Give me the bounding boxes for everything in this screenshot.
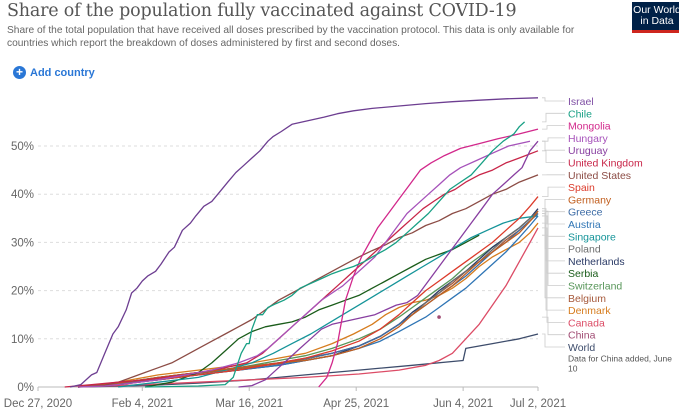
legend-item-world[interactable]: World bbox=[568, 342, 595, 354]
y-tick-label: 50% bbox=[11, 141, 34, 153]
series-line-world[interactable] bbox=[78, 333, 539, 388]
legend-item-israel[interactable]: Israel bbox=[568, 96, 594, 108]
legend-item-uruguay[interactable]: Uruguay bbox=[568, 145, 608, 157]
legend-item-mongolia[interactable]: Mongolia bbox=[568, 121, 611, 133]
series-line-israel[interactable] bbox=[69, 97, 539, 388]
series-line-canada[interactable] bbox=[78, 227, 539, 388]
legend-item-poland[interactable]: Poland bbox=[568, 244, 601, 256]
legend-connector bbox=[542, 316, 565, 336]
legend-connector bbox=[542, 222, 565, 311]
logo-line-1: Our World bbox=[633, 4, 679, 16]
chart-title: Share of the population fully vaccinated… bbox=[7, 1, 517, 21]
legend-item-switzerland[interactable]: Switzerland bbox=[568, 281, 622, 293]
series-line-mongolia[interactable] bbox=[318, 128, 539, 388]
x-tick-label: Dec 27, 2020 bbox=[4, 398, 72, 410]
y-tick-label: 40% bbox=[11, 189, 34, 201]
legend-item-canada[interactable]: Canada bbox=[568, 317, 605, 329]
legend-connector bbox=[542, 210, 565, 286]
plus-circle-icon: + bbox=[13, 66, 26, 79]
legend: IsraelChileMongoliaHungaryUruguayUnited … bbox=[542, 96, 672, 373]
x-tick-label: Feb 4, 2021 bbox=[112, 398, 173, 410]
legend-connector bbox=[542, 227, 565, 323]
owid-logo[interactable]: Our World in Data bbox=[632, 2, 679, 33]
x-tick-label: Jun 4, 2021 bbox=[433, 398, 493, 410]
legend-connector bbox=[542, 97, 565, 102]
x-tick-label: Mar 16, 2021 bbox=[215, 398, 283, 410]
legend-connector bbox=[542, 112, 565, 123]
legend-connector bbox=[542, 208, 565, 262]
y-tick-label: 30% bbox=[11, 237, 34, 249]
legend-connector bbox=[542, 213, 565, 299]
legend-item-hungary[interactable]: Hungary bbox=[568, 133, 608, 145]
x-tick-label: Jul 2, 2021 bbox=[510, 398, 566, 410]
legend-item-united-states[interactable]: United States bbox=[568, 170, 631, 182]
series-line-chile[interactable] bbox=[144, 121, 526, 388]
legend-connector bbox=[542, 333, 565, 348]
series-line-germany[interactable] bbox=[78, 210, 539, 388]
china-annotation-line-2: 10 bbox=[568, 363, 578, 373]
legend-item-china[interactable]: China bbox=[568, 330, 596, 342]
legend-item-chile[interactable]: Chile bbox=[568, 108, 592, 120]
legend-connector bbox=[542, 234, 565, 274]
series-line-hungary[interactable] bbox=[78, 140, 531, 388]
series-line-singapore[interactable] bbox=[118, 215, 539, 388]
series-line-serbia[interactable] bbox=[144, 234, 480, 388]
legend-item-serbia[interactable]: Serbia bbox=[568, 268, 599, 280]
add-country-button[interactable]: + Add country bbox=[13, 66, 95, 79]
legend-item-belgium[interactable]: Belgium bbox=[568, 293, 606, 305]
legend-connector bbox=[542, 125, 565, 130]
y-axis-ticks: 0% 10% 20% 30% 40% 50% bbox=[11, 141, 34, 394]
legend-connector bbox=[542, 140, 565, 151]
series-line-spain[interactable] bbox=[78, 196, 539, 388]
legend-item-denmark[interactable]: Denmark bbox=[568, 305, 611, 317]
legend-item-greece[interactable]: Greece bbox=[568, 207, 603, 219]
legend-item-austria[interactable]: Austria bbox=[568, 219, 601, 231]
legend-item-germany[interactable]: Germany bbox=[568, 194, 612, 206]
legend-connector bbox=[542, 186, 565, 197]
legend-item-netherlands[interactable]: Netherlands bbox=[568, 256, 625, 268]
series-line-united-kingdom[interactable] bbox=[64, 150, 539, 388]
legend-item-united-kingdom[interactable]: United Kingdom bbox=[568, 158, 643, 170]
series-line-uruguay[interactable] bbox=[238, 140, 539, 388]
x-tick-label: Apr 25, 2021 bbox=[323, 398, 389, 410]
series-line-austria[interactable] bbox=[78, 215, 539, 388]
logo-line-2: in Data bbox=[640, 15, 674, 27]
legend-connector bbox=[542, 137, 565, 142]
y-tick-label: 0% bbox=[17, 382, 34, 394]
legend-connector bbox=[542, 199, 565, 212]
series-lines bbox=[64, 97, 539, 388]
y-tick-label: 10% bbox=[11, 334, 34, 346]
legend-connector bbox=[542, 215, 565, 237]
add-country-label: Add country bbox=[30, 66, 95, 79]
y-tick-label: 20% bbox=[11, 286, 34, 298]
x-axis: Dec 27, 2020 Feb 4, 2021 Mar 16, 2021 Apr 2… bbox=[4, 386, 566, 410]
legend-item-spain[interactable]: Spain bbox=[568, 182, 595, 194]
china-annotation-line-1: Data for China added, June bbox=[568, 353, 672, 363]
legend-connector bbox=[542, 150, 565, 163]
series-point-china[interactable] bbox=[437, 315, 441, 319]
chart-subtitle: Share of the total population that have … bbox=[7, 25, 575, 49]
legend-connector bbox=[542, 211, 565, 214]
series-line-denmark[interactable] bbox=[78, 222, 539, 388]
grid-lines bbox=[38, 145, 538, 340]
legend-item-singapore[interactable]: Singapore bbox=[568, 231, 616, 243]
legend-connector bbox=[542, 210, 565, 249]
